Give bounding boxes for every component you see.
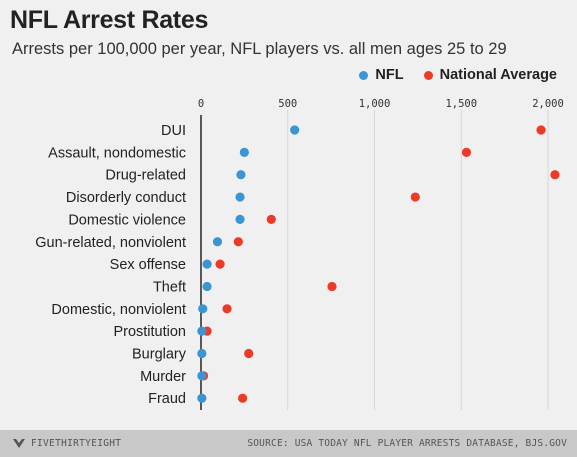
brand: FIVETHIRTYEIGHT (12, 438, 121, 449)
data-point-national-average (327, 281, 337, 292)
legend-marker-national-average (423, 70, 433, 80)
footer: FIVETHIRTYEIGHT SOURCE: USA TODAY NFL PL… (0, 430, 577, 457)
legend-item-nfl: NFL (359, 67, 404, 83)
category-label: Fraud (148, 391, 186, 407)
data-point-nfl (235, 214, 245, 224)
data-point-national-average (238, 393, 248, 403)
brand-name: FIVETHIRTYEIGHT (31, 438, 122, 449)
legend-label-nfl: NFL (375, 67, 404, 83)
category-label: Disorderly conduct (66, 190, 186, 206)
data-point-national-average (222, 304, 232, 314)
data-point-national-average (266, 214, 276, 224)
category-label: Theft (153, 279, 186, 295)
category-label: Burglary (132, 347, 187, 363)
data-point-nfl (236, 170, 246, 180)
data-point-nfl (239, 147, 249, 157)
data-point-national-average (461, 147, 472, 157)
legend: NFL National Average (359, 67, 557, 83)
x-tick-label: 500 (278, 98, 297, 110)
data-point-nfl (197, 348, 207, 359)
data-point-national-average (233, 237, 243, 247)
category-label: Prostitution (113, 324, 186, 340)
category-label: Sex offense (110, 257, 186, 273)
legend-marker-nfl (359, 70, 369, 80)
source-note: SOURCE: USA TODAY NFL PLAYER ARRESTS DAT… (247, 438, 567, 449)
data-point-nfl (202, 281, 212, 292)
chart-subtitle: Arrests per 100,000 per year, NFL player… (12, 40, 507, 58)
data-point-national-average (244, 348, 254, 359)
x-tick-label: 1,000 (359, 98, 391, 110)
data-point-nfl (197, 393, 207, 403)
category-label: Assault, nondomestic (48, 145, 186, 161)
data-point-nfl (197, 326, 207, 336)
category-label: Domestic, nonviolent (51, 302, 186, 318)
data-point-nfl (212, 237, 223, 247)
category-label: Gun-related, nonviolent (35, 235, 186, 251)
data-point-national-average (215, 259, 225, 269)
category-label: DUI (161, 123, 186, 139)
category-label: Murder (140, 369, 186, 385)
data-point-national-average (536, 125, 546, 135)
data-point-national-average (550, 170, 560, 180)
legend-label-national-average: National Average (439, 67, 557, 83)
data-point-nfl (290, 125, 300, 135)
dot-plot: 0 500 1,000 1,500 2,000 DUI Assault, nondomest… (35, 98, 564, 410)
data-point-national-average (410, 192, 420, 202)
data-point-nfl (202, 259, 212, 269)
category-label: Drug-related (105, 168, 186, 184)
x-tick-label: 0 (198, 98, 204, 110)
data-point-nfl (198, 304, 208, 314)
legend-item-national-average: National Average (423, 67, 557, 83)
x-tick-label: 1,500 (445, 98, 477, 110)
data-point-nfl (197, 371, 207, 381)
x-tick-label: 2,000 (532, 98, 564, 110)
data-point-nfl (235, 192, 245, 202)
chart-title: NFL Arrest Rates (10, 6, 209, 34)
category-label: Domestic violence (68, 212, 186, 228)
fivethirtyeight-logo-icon (13, 439, 25, 448)
